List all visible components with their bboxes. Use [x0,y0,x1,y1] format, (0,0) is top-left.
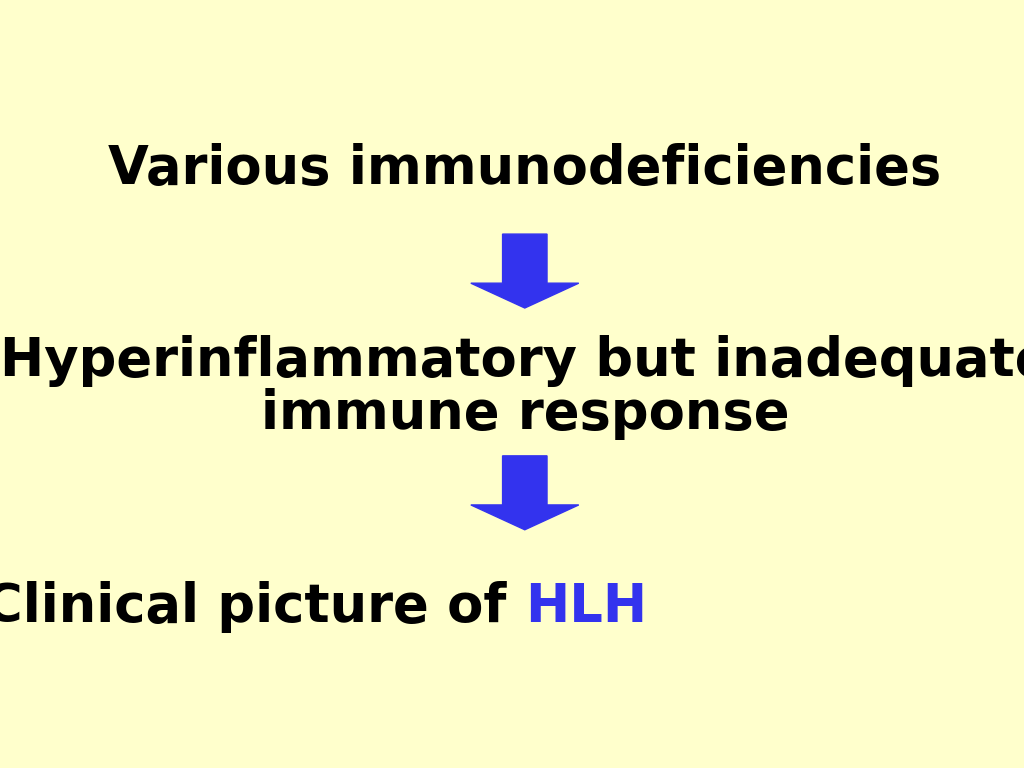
Text: immune response: immune response [260,389,790,441]
Polygon shape [471,234,579,308]
Text: Hyperinflammatory but inadequate: Hyperinflammatory but inadequate [0,335,1024,387]
Polygon shape [471,456,579,530]
Text: HLH: HLH [524,581,647,633]
Text: Clinical picture of: Clinical picture of [0,581,524,633]
Text: Various immunodeficiencies: Various immunodeficiencies [109,143,941,195]
